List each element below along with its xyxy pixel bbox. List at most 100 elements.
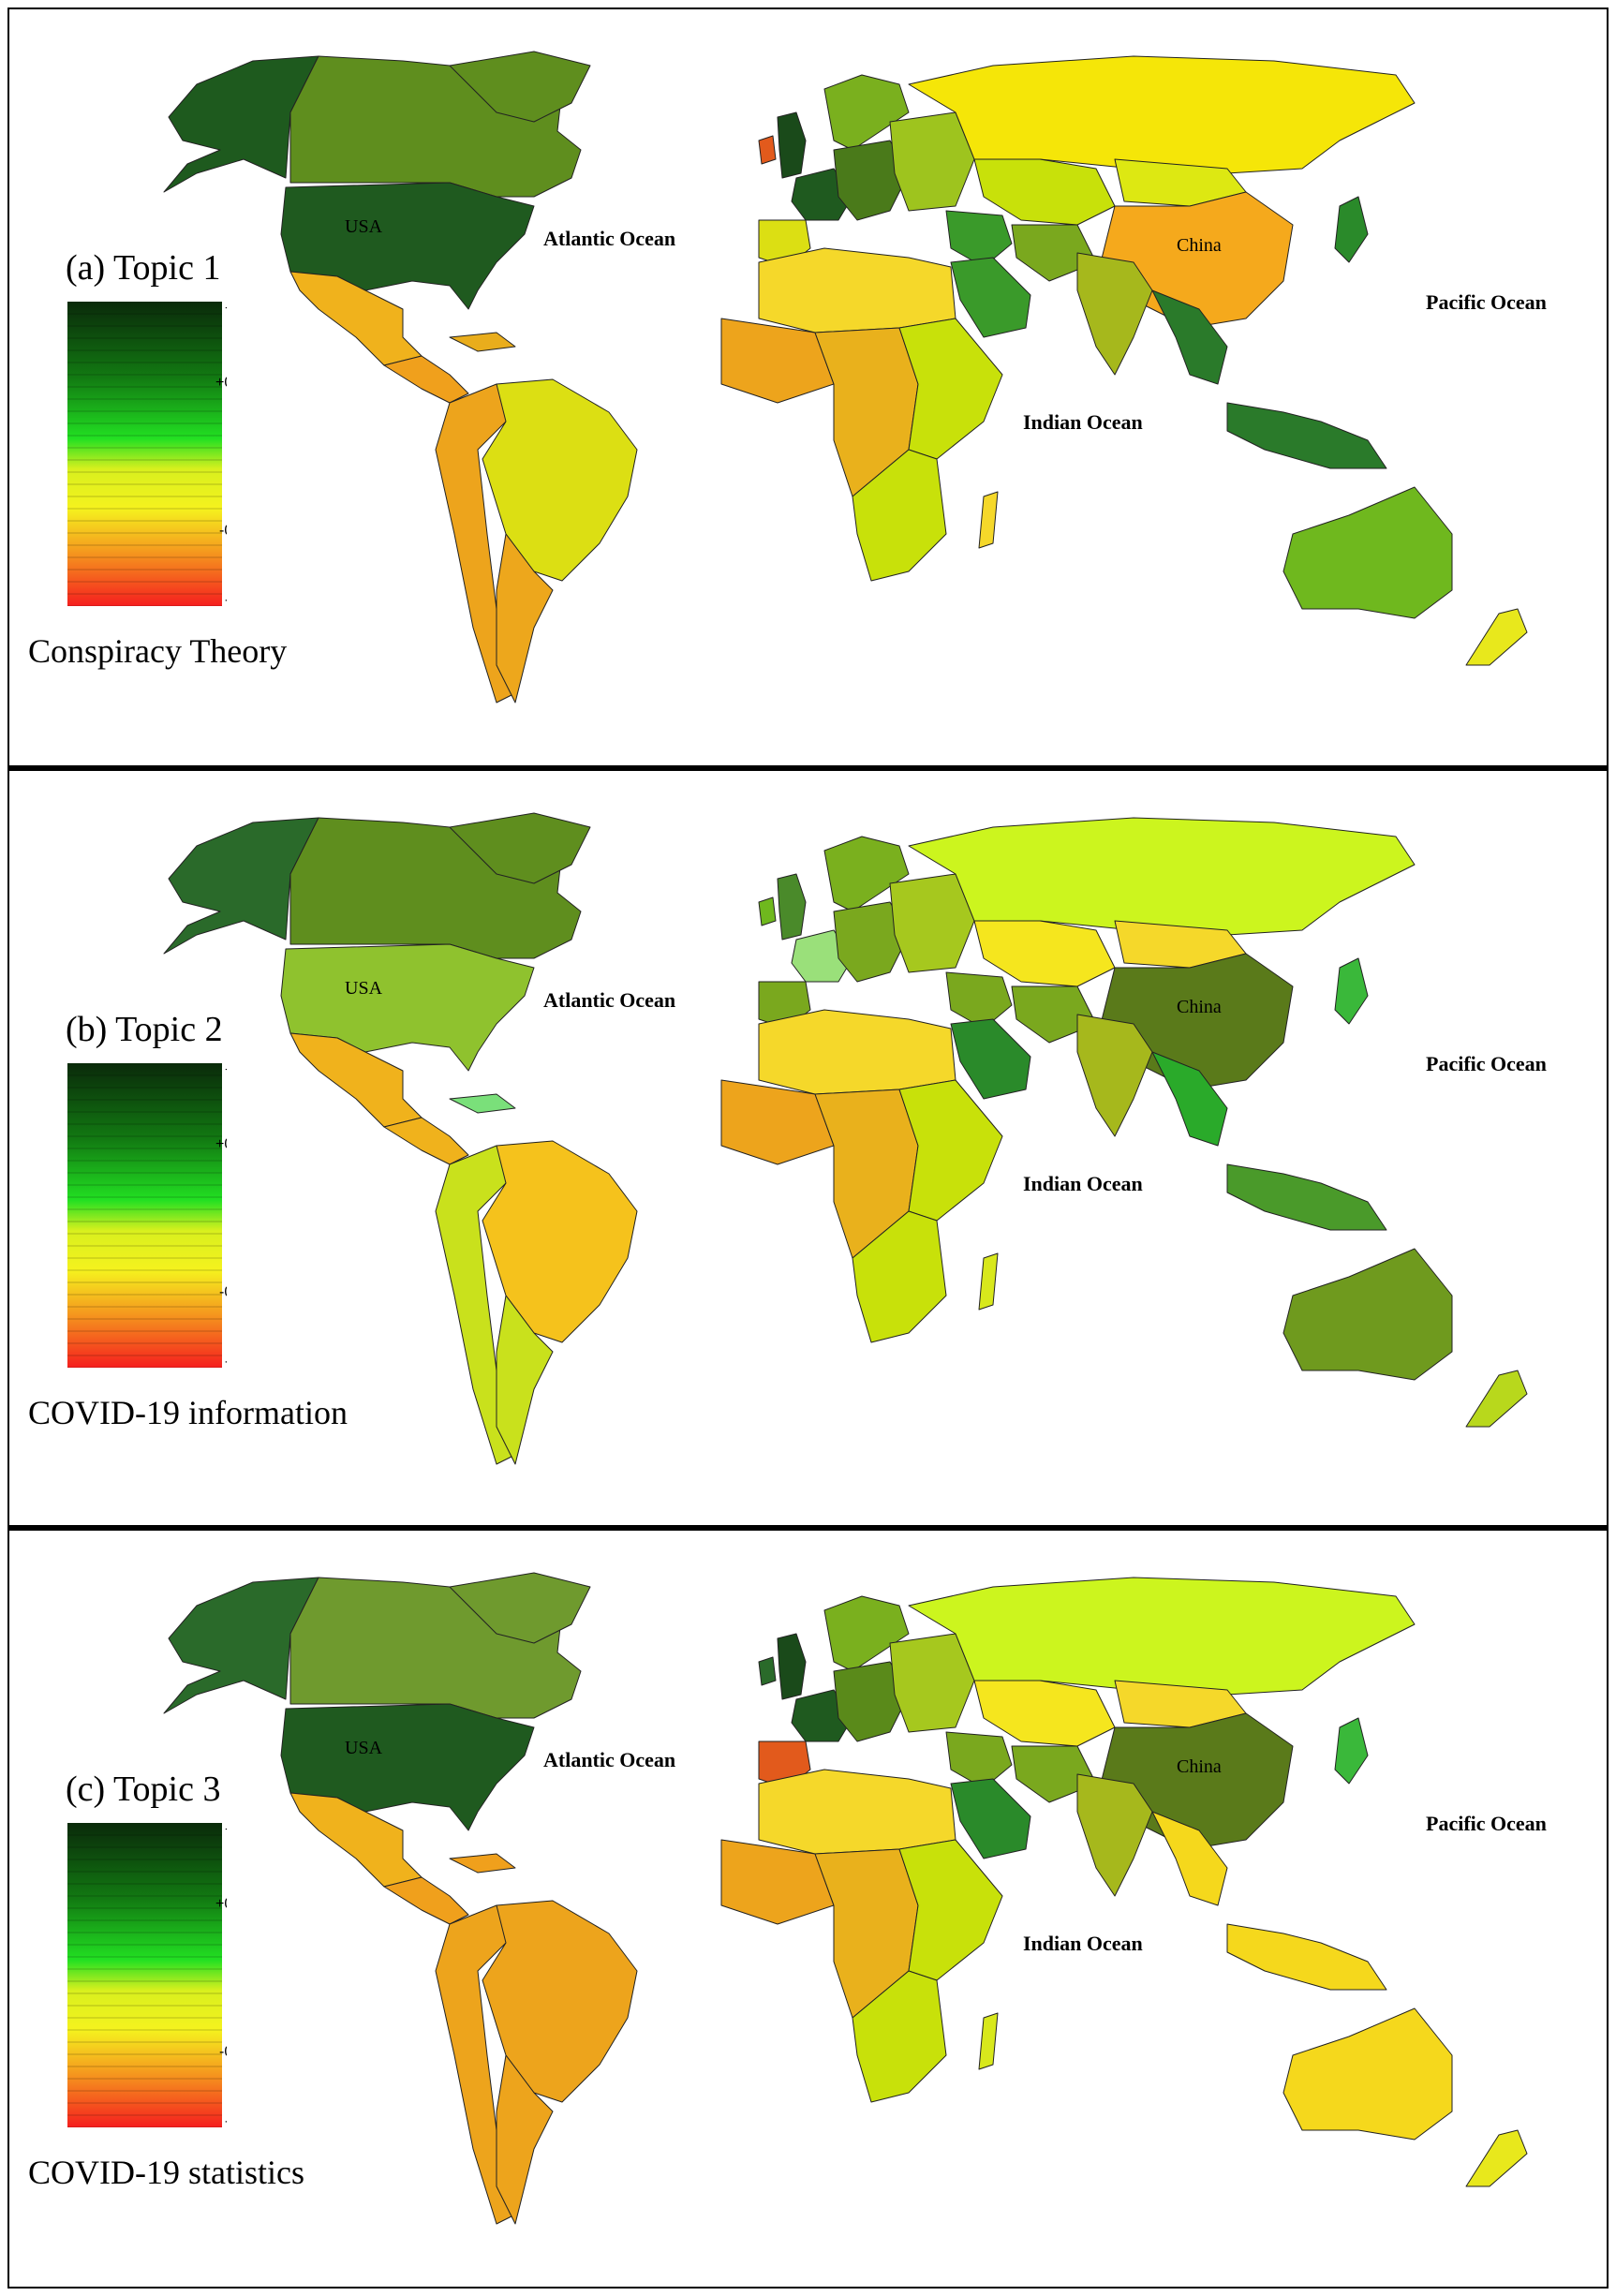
region-greenland bbox=[449, 812, 591, 884]
region-middle-east bbox=[945, 1731, 1013, 1789]
region-arabia bbox=[950, 1778, 1031, 1859]
region-iran bbox=[1011, 1745, 1097, 1803]
region-southern-africa bbox=[852, 1970, 947, 2103]
legend-tick-minus-1: -1 bbox=[225, 2113, 227, 2127]
panel-topic-1: Atlantic Ocean Indian Ocean Pacific Ocea… bbox=[7, 7, 1609, 767]
region-arabia bbox=[950, 1018, 1031, 1100]
region-central-europe bbox=[833, 901, 910, 983]
pacific-ocean-label: Pacific Ocean bbox=[1426, 290, 1547, 314]
region-mexico bbox=[289, 1032, 423, 1128]
region-north-africa bbox=[758, 247, 956, 333]
region-central-europe bbox=[833, 1661, 910, 1742]
atlantic-ocean-label: Atlantic Ocean bbox=[543, 227, 675, 250]
region-brazil bbox=[482, 1140, 638, 1343]
atlantic-ocean-label: Atlantic Ocean bbox=[543, 1748, 675, 1771]
region-iran bbox=[1011, 224, 1097, 282]
world-map: Atlantic Ocean Indian Ocean Pacific Ocea… bbox=[163, 51, 1547, 704]
region-argentina bbox=[496, 533, 554, 704]
region-ireland bbox=[758, 135, 777, 165]
region-india bbox=[1076, 1014, 1153, 1137]
region-indonesia bbox=[1226, 402, 1387, 469]
topic-title: (b) Topic 2 bbox=[66, 1010, 223, 1049]
legend-tick-plus-half: +0.5 bbox=[215, 375, 227, 391]
region-mexico bbox=[289, 271, 423, 366]
topic-description: COVID-19 statistics bbox=[28, 2154, 304, 2191]
region-east-africa bbox=[898, 1839, 1003, 1981]
region-japan bbox=[1334, 1717, 1369, 1785]
color-scale-legend: +1 +0.5 0 -0.5 -1 bbox=[67, 1063, 227, 1368]
legend-tick-plus-1: +1 bbox=[225, 302, 227, 317]
legend-tick-plus-1: +1 bbox=[225, 1823, 227, 1838]
region-russia bbox=[908, 817, 1416, 936]
region-argentina bbox=[496, 1295, 554, 1465]
pacific-ocean-label: Pacific Ocean bbox=[1426, 1052, 1547, 1075]
region-central-asia bbox=[973, 920, 1116, 987]
legend-gradient-bar bbox=[67, 1063, 222, 1368]
region-ireland bbox=[758, 896, 777, 926]
legend-tick-plus-half: +0.5 bbox=[215, 1136, 227, 1152]
atlantic-ocean-label: Atlantic Ocean bbox=[543, 988, 675, 1012]
region-uk bbox=[777, 1633, 807, 1700]
region-uk bbox=[777, 111, 807, 179]
region-southeast-asia bbox=[1151, 289, 1228, 385]
usa-label: USA bbox=[345, 216, 383, 237]
region-central-america bbox=[383, 1117, 469, 1165]
region-southeast-asia bbox=[1151, 1811, 1228, 1906]
region-ireland bbox=[758, 1656, 777, 1686]
legend-tick-plus-half: +0.5 bbox=[215, 1896, 227, 1912]
topic-title: (c) Topic 3 bbox=[66, 1770, 221, 1809]
region-southeast-asia bbox=[1151, 1051, 1228, 1147]
legend-tick-minus-half: -0.5 bbox=[219, 523, 227, 539]
china-label: China bbox=[1177, 1756, 1222, 1777]
region-mexico bbox=[289, 1792, 423, 1888]
region-central-america bbox=[383, 355, 469, 404]
topic-description: COVID-19 information bbox=[28, 1394, 348, 1431]
region-middle-east bbox=[945, 210, 1013, 268]
indian-ocean-label: Indian Ocean bbox=[1023, 1932, 1143, 1955]
region-central-asia bbox=[973, 1680, 1116, 1747]
region-caribbean bbox=[449, 1093, 516, 1114]
region-australia bbox=[1282, 1248, 1453, 1381]
legend-tick-minus-1: -1 bbox=[225, 592, 227, 606]
region-australia bbox=[1282, 486, 1453, 619]
region-central-europe bbox=[833, 140, 910, 221]
region-arabia bbox=[950, 257, 1031, 338]
legend-tick-minus-half: -0.5 bbox=[219, 1284, 227, 1300]
region-indonesia bbox=[1226, 1163, 1387, 1231]
legend-tick-minus-1: -1 bbox=[225, 1354, 227, 1368]
region-uk bbox=[777, 873, 807, 941]
region-japan bbox=[1334, 196, 1369, 263]
legend-tick-plus-1: +1 bbox=[225, 1063, 227, 1078]
china-label: China bbox=[1177, 997, 1222, 1017]
region-new-zealand bbox=[1465, 608, 1528, 666]
color-scale-legend: +1 +0.5 0 -0.5 -1 bbox=[67, 1823, 227, 2127]
region-caribbean bbox=[449, 332, 516, 352]
region-brazil bbox=[482, 378, 638, 582]
region-india bbox=[1076, 1773, 1153, 1897]
region-greenland bbox=[449, 51, 591, 123]
region-central-asia bbox=[973, 158, 1116, 226]
color-scale-legend: +1 +0.5 0 -0.5 -1 bbox=[67, 302, 227, 606]
region-southern-africa bbox=[852, 1210, 947, 1343]
region-brazil bbox=[482, 1900, 638, 2103]
region-west-africa bbox=[720, 1079, 835, 1165]
region-middle-east bbox=[945, 971, 1013, 1029]
region-india bbox=[1076, 252, 1153, 376]
world-map: Atlantic Ocean Indian Ocean Pacific Ocea… bbox=[163, 1572, 1547, 2225]
region-west-africa bbox=[720, 1839, 835, 1925]
indian-ocean-label: Indian Ocean bbox=[1023, 1172, 1143, 1195]
region-madagascar bbox=[978, 2012, 999, 2070]
region-north-africa bbox=[758, 1769, 956, 1855]
topic-title: (a) Topic 1 bbox=[66, 248, 221, 288]
region-madagascar bbox=[978, 1252, 999, 1311]
legend-gradient-bar bbox=[67, 1823, 222, 2127]
region-australia bbox=[1282, 2007, 1453, 2140]
topic-description: Conspiracy Theory bbox=[28, 632, 288, 670]
region-southern-africa bbox=[852, 449, 947, 582]
region-north-africa bbox=[758, 1009, 956, 1095]
world-map: Atlantic Ocean Indian Ocean Pacific Ocea… bbox=[163, 812, 1547, 1465]
region-greenland bbox=[449, 1572, 591, 1644]
region-caribbean bbox=[449, 1853, 516, 1874]
region-iran bbox=[1011, 985, 1097, 1044]
region-russia bbox=[908, 1577, 1416, 1696]
